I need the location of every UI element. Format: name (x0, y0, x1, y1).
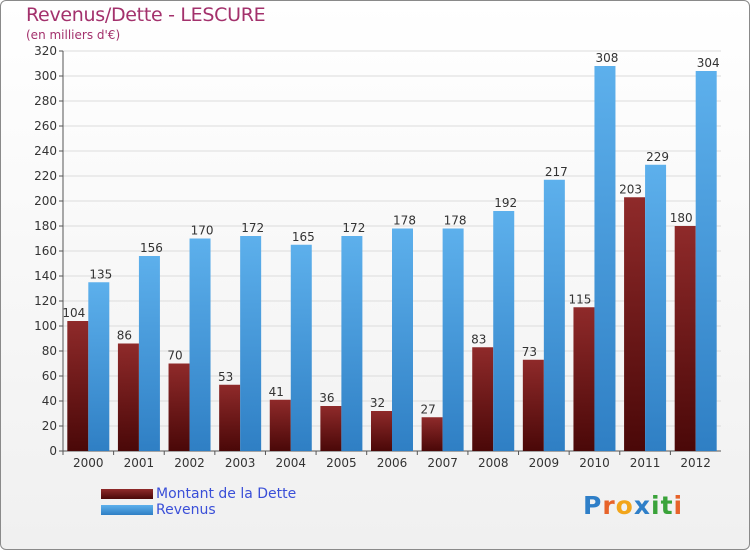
bar-revenus-2008 (493, 211, 515, 451)
bar-revenus-2003 (240, 236, 262, 451)
y-tick-label: 100 (34, 319, 57, 333)
y-tick-label: 180 (34, 219, 57, 233)
logo-letter: i (651, 491, 661, 520)
y-tick-label: 240 (34, 144, 57, 158)
bar-revenus-2012 (695, 71, 717, 451)
y-tick-label: 160 (34, 244, 57, 258)
bar-revenus-2010 (594, 66, 616, 451)
data-label-dette-2002: 70 (167, 349, 182, 363)
x-tick-label: 2007 (427, 456, 458, 470)
data-label-dette-2004: 41 (269, 385, 284, 399)
bar-revenus-2000 (88, 282, 110, 451)
chart-subtitle: (en milliers d'€) (26, 28, 121, 42)
bar-dette-2000 (67, 321, 89, 451)
data-label-dette-2006: 32 (370, 396, 385, 410)
data-label-dette-2010: 115 (569, 292, 592, 306)
data-label-revenus-2004: 165 (292, 230, 315, 244)
bar-revenus-2005 (341, 236, 363, 451)
data-label-revenus-2002: 170 (191, 224, 214, 238)
logo-letter: i (673, 491, 684, 520)
x-tick-label: 2000 (73, 456, 104, 470)
bar-revenus-2002 (189, 238, 211, 451)
x-tick-label: 2008 (478, 456, 509, 470)
legend-label-revenus: Revenus (156, 502, 216, 518)
bar-revenus-2009 (543, 179, 565, 451)
y-tick-label: 0 (49, 444, 57, 458)
y-tick-label: 60 (42, 369, 57, 383)
y-tick-label: 200 (34, 194, 57, 208)
x-tick-label: 2012 (680, 456, 711, 470)
y-tick-label: 260 (34, 119, 57, 133)
data-label-revenus-2008: 192 (494, 196, 517, 210)
x-tick-label: 2002 (174, 456, 205, 470)
data-label-revenus-2010: 308 (596, 51, 619, 65)
bar-revenus-2011 (645, 164, 667, 451)
bar-dette-2012 (674, 226, 696, 451)
bar-revenus-2004 (290, 244, 312, 451)
data-label-dette-2009: 73 (522, 345, 537, 359)
chart-title: Revenus/Dette - LESCURE (26, 4, 266, 26)
x-tick-label: 2001 (124, 456, 155, 470)
x-tick-label: 2009 (529, 456, 560, 470)
logo-letter: P (583, 491, 603, 520)
data-label-dette-2000: 104 (62, 306, 85, 320)
data-label-dette-2011: 203 (619, 182, 642, 196)
data-label-revenus-2009: 217 (545, 165, 568, 179)
legend-swatch-dette (101, 489, 153, 499)
bar-dette-2003 (219, 384, 241, 451)
y-tick-label: 120 (34, 294, 57, 308)
data-label-dette-2007: 27 (420, 402, 435, 416)
logo-letter: r (602, 491, 616, 520)
data-label-revenus-2001: 156 (140, 241, 163, 255)
data-label-revenus-2006: 178 (393, 214, 416, 228)
proxiti-logo: Proxiti (583, 491, 683, 520)
data-label-dette-2001: 86 (117, 329, 132, 343)
x-tick-label: 2010 (579, 456, 610, 470)
y-tick-label: 20 (42, 419, 57, 433)
data-label-revenus-2005: 172 (342, 221, 365, 235)
data-label-revenus-2007: 178 (444, 214, 467, 228)
bar-dette-2002 (168, 363, 190, 451)
data-label-revenus-2000: 135 (89, 267, 112, 281)
bar-dette-2001 (117, 343, 139, 451)
bar-dette-2010 (573, 307, 595, 451)
bar-dette-2008 (472, 347, 494, 451)
bar-dette-2006 (371, 411, 392, 451)
x-tick-label: 2006 (377, 456, 408, 470)
data-label-revenus-2012: 304 (697, 56, 720, 70)
logo-letter: o (615, 491, 634, 520)
data-label-dette-2005: 36 (319, 391, 334, 405)
bar-dette-2005 (320, 406, 342, 451)
bar-dette-2011 (624, 197, 646, 451)
logo-letter: t (660, 491, 674, 520)
data-label-dette-2012: 180 (670, 211, 693, 225)
x-tick-label: 2005 (326, 456, 357, 470)
logo-letter: x (633, 491, 651, 520)
x-tick-label: 2003 (225, 456, 256, 470)
bar-revenus-2007 (442, 228, 464, 451)
y-tick-label: 80 (42, 344, 57, 358)
data-label-revenus-2003: 172 (241, 221, 264, 235)
data-label-dette-2003: 53 (218, 370, 233, 384)
bar-revenus-2006 (392, 228, 413, 451)
y-tick-label: 220 (34, 169, 57, 183)
bar-dette-2004 (269, 399, 291, 451)
y-tick-label: 140 (34, 269, 57, 283)
legend-swatch-revenus (101, 505, 153, 515)
data-label-revenus-2011: 229 (646, 150, 669, 164)
y-tick-label: 320 (34, 44, 57, 58)
y-tick-label: 300 (34, 69, 57, 83)
y-tick-label: 280 (34, 94, 57, 108)
y-tick-label: 40 (42, 394, 57, 408)
bar-dette-2009 (522, 359, 544, 451)
legend-label-dette: Montant de la Dette (156, 486, 297, 502)
bar-revenus-2001 (138, 256, 160, 451)
x-tick-label: 2011 (630, 456, 661, 470)
data-label-dette-2008: 83 (471, 332, 486, 346)
bar-dette-2007 (421, 417, 443, 451)
x-tick-label: 2004 (275, 456, 306, 470)
